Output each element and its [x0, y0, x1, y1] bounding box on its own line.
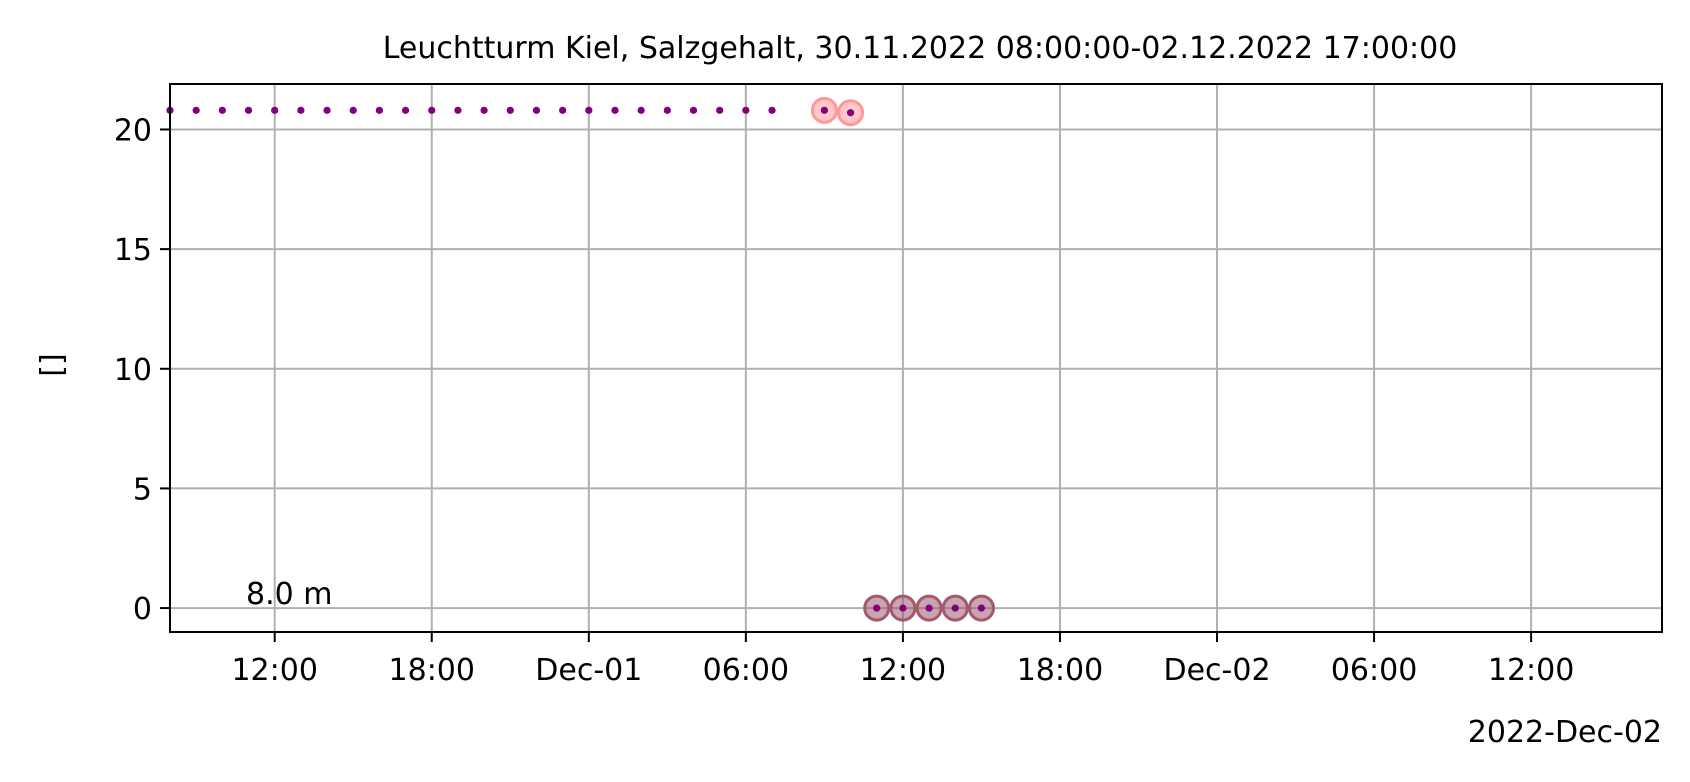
data-point: [375, 106, 384, 114]
data-point: [480, 106, 488, 114]
x-axis-date-label: 2022-Dec-02: [1468, 715, 1662, 750]
y-tick-label: 5: [133, 472, 152, 507]
data-point: [611, 106, 619, 114]
data-point: [585, 106, 593, 114]
data-point: [742, 106, 750, 114]
data-point: [951, 604, 959, 612]
chart-title: Leuchtturm Kiel, Salzgehalt, 30.11.2022 …: [383, 31, 1458, 66]
x-tick-label: 18:00: [1017, 653, 1103, 688]
data-point: [271, 106, 279, 114]
x-tick-label: 12:00: [231, 653, 317, 688]
data-point: [559, 106, 567, 114]
y-axis-label: []: [35, 353, 70, 376]
data-point: [977, 604, 986, 612]
data-point: [244, 106, 253, 114]
data-point: [323, 106, 331, 114]
data-point: [873, 604, 881, 612]
x-tick-label: 12:00: [860, 653, 946, 688]
data-point: [663, 106, 671, 114]
data-point: [689, 106, 698, 114]
y-axis-ticks: 0 5 10 15 20: [114, 113, 170, 627]
plot-frame: [169, 83, 1663, 633]
data-point: [899, 604, 907, 612]
y-tick-label: 20: [114, 113, 152, 148]
data-points: [166, 106, 986, 612]
data-point: [297, 106, 305, 114]
data-point: [925, 604, 933, 612]
data-point: [846, 109, 855, 117]
x-tick-label: Dec-01: [535, 653, 642, 688]
data-point: [454, 106, 462, 114]
x-tick-label: 18:00: [389, 653, 475, 688]
y-tick-label: 10: [114, 353, 152, 388]
y-tick-label: 15: [114, 233, 152, 268]
x-tick-label: 06:00: [1331, 653, 1417, 688]
data-point: [768, 106, 776, 114]
depth-annotation: 8.0 m: [246, 577, 332, 612]
data-point: [349, 106, 357, 114]
data-point: [532, 106, 541, 114]
x-tick-label: 12:00: [1488, 653, 1574, 688]
x-tick-label: 06:00: [703, 653, 789, 688]
data-point: [637, 106, 645, 114]
data-point: [401, 106, 410, 114]
data-point: [506, 106, 514, 114]
x-axis-ticks: 12:00 18:00 Dec-01 06:00 12:00 18:00 Dec-02 06:…: [231, 632, 1574, 688]
data-point: [820, 106, 828, 114]
data-point: [428, 106, 436, 114]
data-point: [218, 106, 226, 114]
y-tick-label: 0: [133, 592, 152, 627]
x-tick-label: Dec-02: [1163, 653, 1270, 688]
data-point: [716, 106, 724, 114]
data-point: [192, 106, 200, 114]
